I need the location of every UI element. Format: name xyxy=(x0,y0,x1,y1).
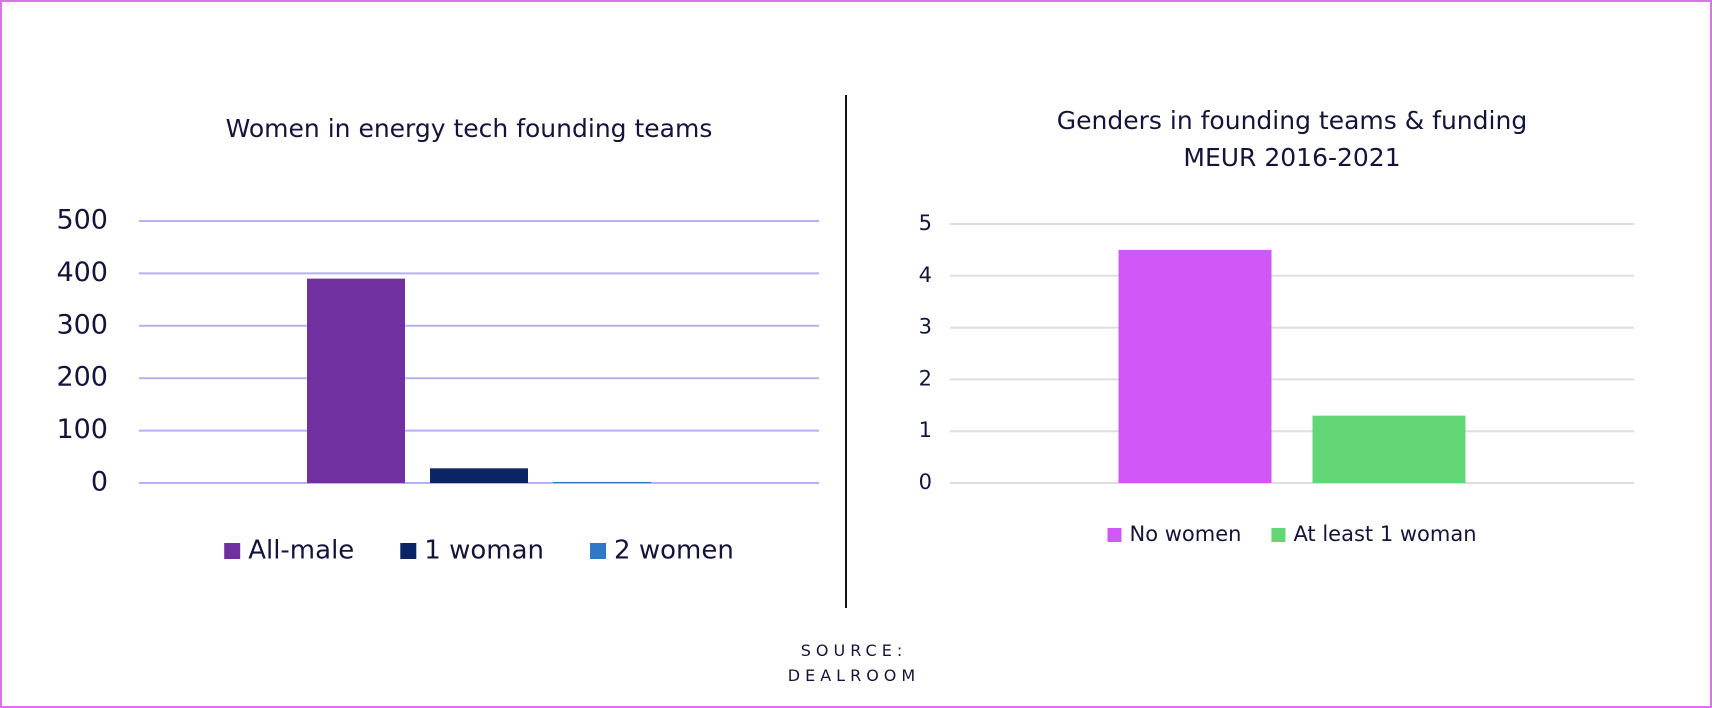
legend-label: No women xyxy=(1129,522,1241,546)
y-tick-label: 500 xyxy=(56,205,108,236)
bar xyxy=(430,468,528,483)
legend-label: 1 woman xyxy=(424,536,544,566)
y-tick-label: 0 xyxy=(919,470,932,494)
y-tick-label: 100 xyxy=(56,414,108,445)
y-tick-label: 4 xyxy=(919,263,932,287)
y-tick-label: 3 xyxy=(919,315,932,339)
legend-label: At least 1 woman xyxy=(1293,522,1476,546)
y-tick-label: 2 xyxy=(919,366,932,390)
source-note: SOURCE: DEALROOM xyxy=(787,641,921,685)
legend-swatch xyxy=(1107,528,1122,542)
y-tick-label: 0 xyxy=(91,467,108,498)
y-tick-label: 5 xyxy=(919,211,932,235)
bar xyxy=(553,481,651,483)
y-tick-label: 200 xyxy=(56,362,108,393)
bar xyxy=(1118,249,1272,483)
legend-swatch xyxy=(1271,528,1286,542)
legend-swatch xyxy=(400,543,417,559)
legend-label: 2 women xyxy=(614,536,734,566)
bar xyxy=(307,278,405,483)
y-tick-label: 1 xyxy=(919,418,932,442)
chart-title: Women in energy tech founding teams xyxy=(225,114,713,143)
chart-title: Genders in founding teams & funding MEUR… xyxy=(1056,106,1528,172)
legend-swatch xyxy=(224,543,241,559)
y-tick-label: 400 xyxy=(56,257,108,288)
y-tick-label: 300 xyxy=(56,309,108,340)
legend-swatch xyxy=(590,543,607,559)
bar xyxy=(1312,415,1466,483)
legend-label: All-male xyxy=(248,536,354,566)
